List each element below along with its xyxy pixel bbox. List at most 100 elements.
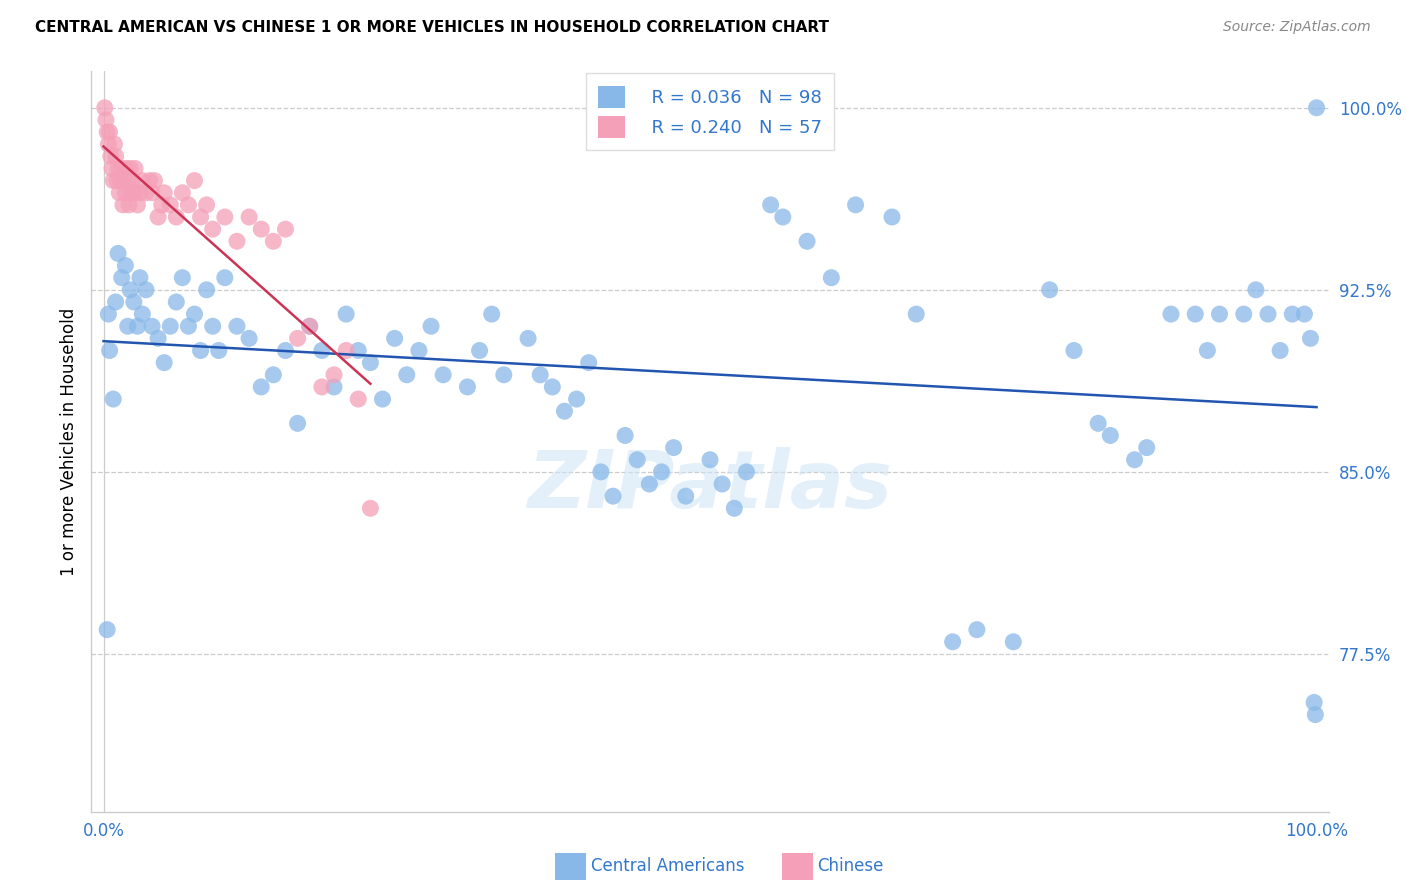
Point <box>1294 307 1316 321</box>
Point <box>131 307 153 321</box>
Point <box>1268 343 1291 358</box>
Point <box>1136 441 1159 455</box>
Point <box>578 356 600 370</box>
Point <box>395 368 418 382</box>
Point <box>127 319 149 334</box>
Point <box>107 161 129 176</box>
Point <box>172 186 194 200</box>
Point <box>1197 343 1219 358</box>
Point <box>675 489 697 503</box>
Point <box>98 343 121 358</box>
Point <box>165 295 187 310</box>
Point <box>190 343 212 358</box>
Point <box>1305 101 1327 115</box>
Point <box>238 331 260 345</box>
Point <box>226 234 249 248</box>
Point <box>359 501 381 516</box>
Point <box>723 501 745 516</box>
Point <box>880 210 903 224</box>
Point <box>1281 307 1303 321</box>
Point <box>111 270 134 285</box>
Point <box>1233 307 1256 321</box>
Point <box>153 186 176 200</box>
Point <box>699 452 721 467</box>
Point <box>335 343 357 358</box>
Point <box>845 198 868 212</box>
Point <box>650 465 672 479</box>
Point <box>103 173 125 187</box>
Point <box>143 173 166 187</box>
Point <box>195 283 218 297</box>
Point <box>541 380 564 394</box>
Point <box>250 380 273 394</box>
Point <box>153 356 176 370</box>
Point <box>492 368 515 382</box>
Point <box>456 380 478 394</box>
Point <box>117 319 139 334</box>
Point <box>517 331 540 345</box>
Text: Chinese: Chinese <box>817 857 883 875</box>
Point <box>114 186 136 200</box>
Point <box>141 186 163 200</box>
Point <box>129 186 152 200</box>
Point <box>408 343 430 358</box>
Point <box>135 283 157 297</box>
Point <box>190 210 212 224</box>
Point <box>117 173 139 187</box>
Point <box>105 173 128 187</box>
Point <box>626 452 648 467</box>
Point <box>420 319 443 334</box>
Point <box>287 331 309 345</box>
Point <box>146 210 169 224</box>
Point <box>966 623 988 637</box>
Point <box>120 283 142 297</box>
Point <box>159 319 181 334</box>
Point <box>384 331 406 345</box>
Point <box>124 161 146 176</box>
Point <box>1160 307 1182 321</box>
Point <box>1184 307 1206 321</box>
Point <box>311 343 333 358</box>
Point <box>101 161 124 176</box>
Point <box>262 368 284 382</box>
Point <box>120 161 142 176</box>
Point <box>287 417 309 431</box>
Point <box>165 210 187 224</box>
Point <box>226 319 249 334</box>
Point <box>112 173 135 187</box>
Point <box>177 319 200 334</box>
Point <box>359 356 381 370</box>
Point <box>111 161 134 176</box>
Point <box>111 198 134 212</box>
Point <box>238 210 260 224</box>
Point <box>98 125 121 139</box>
Point <box>127 198 149 212</box>
Point <box>1305 707 1327 722</box>
Point <box>195 198 218 212</box>
Point <box>118 198 141 212</box>
Point <box>172 270 194 285</box>
Point <box>274 343 297 358</box>
Point <box>121 173 143 187</box>
Y-axis label: 1 or more Vehicles in Household: 1 or more Vehicles in Household <box>59 308 77 575</box>
Point <box>104 295 127 310</box>
Text: Central Americans: Central Americans <box>591 857 744 875</box>
Point <box>103 137 125 152</box>
Point <box>298 319 321 334</box>
Point <box>323 368 346 382</box>
Point <box>311 380 333 394</box>
Point <box>150 198 173 212</box>
Point <box>183 173 205 187</box>
Point <box>96 125 118 139</box>
Point <box>94 112 117 127</box>
Point <box>1257 307 1279 321</box>
Point <box>1303 696 1326 710</box>
Point <box>1244 283 1267 297</box>
Text: Source: ZipAtlas.com: Source: ZipAtlas.com <box>1223 20 1371 34</box>
Point <box>1087 417 1109 431</box>
Point <box>1039 283 1062 297</box>
Point <box>711 477 734 491</box>
Point <box>250 222 273 236</box>
Point <box>565 392 588 406</box>
Text: CENTRAL AMERICAN VS CHINESE 1 OR MORE VEHICLES IN HOUSEHOLD CORRELATION CHART: CENTRAL AMERICAN VS CHINESE 1 OR MORE VE… <box>35 20 830 35</box>
